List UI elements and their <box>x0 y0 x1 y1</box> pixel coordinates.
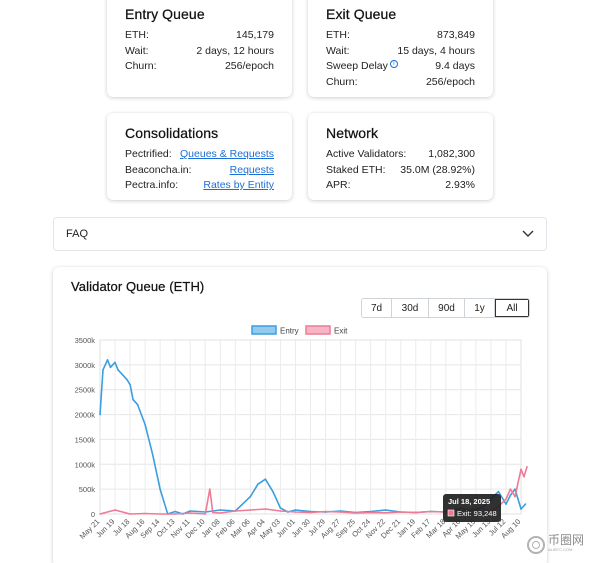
row-label: Wait: <box>326 44 350 57</box>
apr-row: APR: 2.93% <box>326 178 475 194</box>
exit-queue-card: Exit Queue ETH: 873,849 Wait: 15 days, 4 h… <box>308 0 493 97</box>
row-value: 256/epoch <box>224 60 274 72</box>
range-90d-button[interactable]: 90d <box>429 299 465 317</box>
entry-queue-card: Entry Queue ETH: 145,179 Wait: 2 days, 12 … <box>107 0 292 97</box>
row-value: 256/epoch <box>425 75 475 88</box>
faq-accordion[interactable]: FAQ <box>53 217 547 251</box>
range-selector: 7d 30d 90d 1y All <box>361 298 530 318</box>
row-value: 145,179 <box>236 29 274 41</box>
row-value: 2 days, 12 hours <box>196 44 274 57</box>
network-card: Network Active Validators: 1,082,300 Stak… <box>308 113 493 200</box>
row-label: Churn: <box>125 60 157 72</box>
row-value: 1,082,300 <box>428 148 475 160</box>
row-label: Staked ETH: <box>326 163 386 176</box>
entry-queue-title: Entry Queue <box>125 6 205 22</box>
exit-sweep-row: Sweep Delay i 9.4 days <box>326 59 475 75</box>
row-label: Wait: <box>125 44 149 57</box>
row-label: Active Validators: <box>326 148 407 160</box>
row-label: Pectra.info: <box>125 179 179 191</box>
active-validators-row: Active Validators: 1,082,300 <box>326 147 475 163</box>
entry-wait-row: Wait: 2 days, 12 hours <box>125 44 274 60</box>
row-value: 15 days, 4 hours <box>397 44 475 57</box>
watermark-icon <box>527 536 545 554</box>
entry-churn-row: Churn: 256/epoch <box>125 59 274 75</box>
staked-eth-row: Staked ETH: 35.0M (28.92%) <box>326 163 475 179</box>
watermark-subtext: ALIBTC.COM <box>548 547 573 552</box>
consolidations-title: Consolidations <box>125 125 219 141</box>
pectrified-row: Pectrified: Queues & Requests <box>125 147 274 163</box>
exit-wait-row: Wait: 15 days, 4 hours <box>326 44 475 60</box>
network-title: Network <box>326 125 379 141</box>
row-label: Pectrified: <box>125 148 172 160</box>
range-all-button[interactable]: All <box>495 299 529 317</box>
beaconchain-row: Beaconcha.in: Requests <box>125 163 274 179</box>
row-label: APR: <box>326 179 351 191</box>
row-value: 873,849 <box>437 29 475 41</box>
exit-churn-row: Churn: 256/epoch <box>326 75 475 91</box>
row-label: ETH: <box>125 29 149 41</box>
exit-eth-row: ETH: 873,849 <box>326 28 475 44</box>
row-label: Sweep Delay <box>326 60 388 72</box>
consolidations-card: Consolidations Pectrified: Queues & Reque… <box>107 113 292 200</box>
entry-eth-row: ETH: 145,179 <box>125 28 274 44</box>
range-1y-button[interactable]: 1y <box>465 299 495 317</box>
faq-label: FAQ <box>66 228 89 240</box>
row-label: Churn: <box>326 75 358 88</box>
requests-link[interactable]: Requests <box>229 163 274 176</box>
chevron-down-icon <box>522 230 534 237</box>
row-label: Beaconcha.in: <box>125 163 192 176</box>
row-value: 35.0M (28.92%) <box>400 163 475 176</box>
pectra-info-row: Pectra.info: Rates by Entity <box>125 178 274 194</box>
watermark-text: 币圈网 <box>548 533 585 547</box>
info-icon[interactable]: i <box>389 60 398 68</box>
queues-requests-link[interactable]: Queues & Requests <box>180 148 274 160</box>
rates-by-entity-link[interactable]: Rates by Entity <box>203 179 274 191</box>
row-label: ETH: <box>326 29 350 41</box>
row-value: 9.4 days <box>435 60 475 72</box>
exit-queue-title: Exit Queue <box>326 6 397 22</box>
row-value: 2.93% <box>445 179 475 191</box>
range-30d-button[interactable]: 30d <box>392 299 429 317</box>
watermark-logo: 币圈网 ALIBTC.COM <box>527 533 585 555</box>
chart-title: Validator Queue (ETH) <box>71 279 205 294</box>
range-7d-button[interactable]: 7d <box>362 299 392 317</box>
